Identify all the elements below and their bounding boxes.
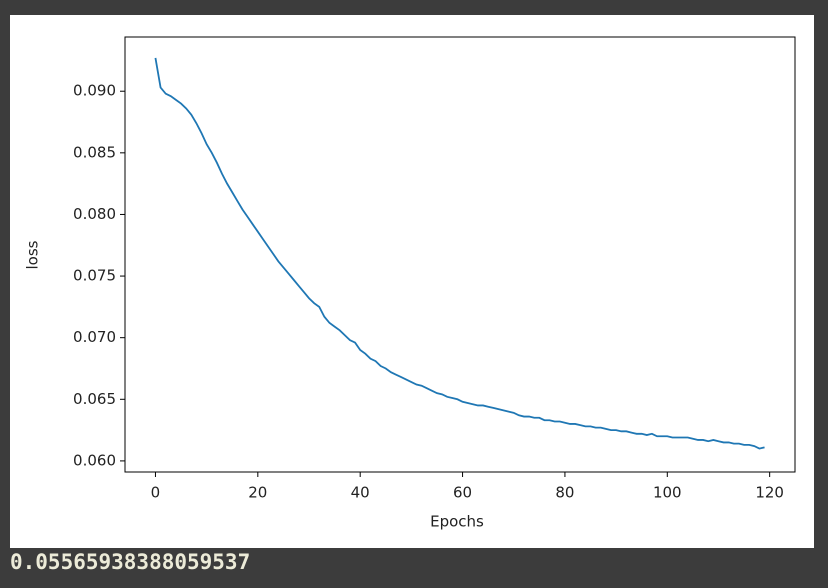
x-tick-label: 120 xyxy=(755,484,784,502)
y-tick-label: 0.060 xyxy=(73,451,116,469)
x-tick-label: 80 xyxy=(555,484,574,502)
x-tick-label: 20 xyxy=(248,484,267,502)
y-tick-label: 0.080 xyxy=(73,205,116,223)
chart: Epochs loss 0.060 0.065 0.070 0.075 0.080 0.0… xyxy=(10,15,814,548)
y-tick-label: 0.070 xyxy=(73,328,116,346)
y-tick-label: 0.075 xyxy=(73,267,116,285)
output-panel xyxy=(10,15,814,548)
y-tick-label: 0.085 xyxy=(73,143,116,161)
x-tick-label: 40 xyxy=(351,484,370,502)
x-tick-label: 60 xyxy=(453,484,472,502)
y-axis-label: loss xyxy=(24,240,42,269)
loss-line xyxy=(154,57,765,450)
x-axis-label: Epochs xyxy=(430,513,484,531)
plot-frame xyxy=(124,36,796,473)
x-tick-label: 0 xyxy=(151,484,161,502)
y-tick-label: 0.090 xyxy=(73,82,116,100)
output-text: 0.05565938388059537 xyxy=(10,550,251,574)
y-tick-label: 0.065 xyxy=(73,390,116,408)
x-tick-label: 100 xyxy=(653,484,682,502)
